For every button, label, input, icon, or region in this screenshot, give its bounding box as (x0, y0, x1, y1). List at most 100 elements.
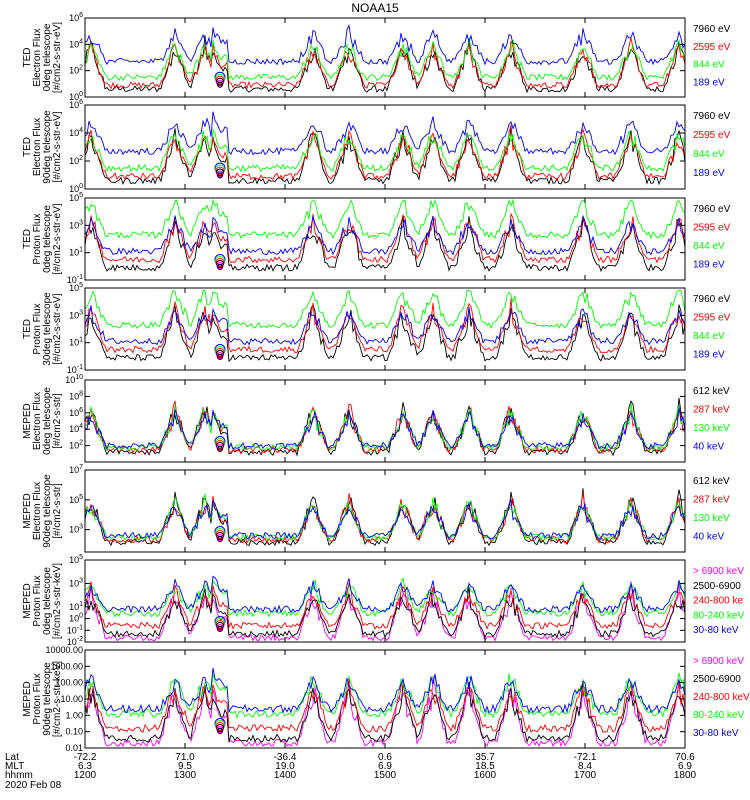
legend-entry: 844 eV (693, 241, 725, 252)
ytick-label: 101 (69, 337, 83, 348)
saa-marker-2 (214, 162, 226, 179)
series-line-189-ev (84, 214, 686, 256)
legend-entry: 7960 eV (693, 24, 731, 35)
footer-hhmm-value: 1300 (174, 770, 197, 781)
legend-entry: 287 keV (693, 495, 730, 506)
ytick-label: 0.10 (65, 727, 83, 737)
series-line-844-ev (84, 37, 686, 82)
panel-3: 10-1 101 103 105 TEDProton Flux0deg telescop… (22, 192, 731, 285)
ytick-label: 106 (69, 407, 83, 418)
saa-ring (215, 166, 225, 176)
footer-mlt-value: 6.9 (678, 761, 692, 772)
ytick-label: 101 (69, 601, 83, 612)
ytick-label: 105 (69, 192, 83, 203)
ytick-label: 1010 (65, 374, 83, 385)
series-line--6900-kev (84, 581, 686, 642)
series-line-80-240-kev (84, 577, 686, 618)
legend-entry: 189 eV (693, 260, 725, 271)
y-axis-label: TEDElectron Flux0deg telescope[#/cm2-s-s… (22, 22, 63, 93)
ytick-label: 100 (69, 183, 83, 194)
saa-marker-6 (214, 526, 226, 542)
saa-ring (215, 256, 225, 266)
series-line-40-kev (84, 498, 686, 540)
footer-lat-value: -72.2 (74, 752, 97, 763)
saa-ring (215, 440, 225, 449)
saa-ring (216, 534, 224, 541)
ytick-label: 10.00 (60, 694, 83, 704)
saa-ring (215, 73, 225, 84)
series-line-2500-6900 (84, 682, 686, 744)
y-axis-label: TEDElectron Flux90deg telescope[#/cm2-s-… (22, 110, 63, 184)
legend-entry: 7960 eV (693, 294, 731, 305)
ytick-label: 10-1 (67, 364, 83, 375)
series-line-844-ev (84, 289, 686, 330)
legend-entry: 80-240 keV (693, 610, 744, 621)
saa-ring (216, 624, 224, 631)
footer-lat-value: -36.4 (274, 752, 297, 763)
saa-ring (216, 350, 224, 358)
saa-ring (217, 172, 223, 179)
ytick-label: 1.00 (65, 710, 83, 720)
series-line-30-80-kev (84, 575, 686, 614)
y-axis-label: MEPEDProton Flux90deg telescope[#/cm2-s-… (22, 661, 63, 737)
footer-hhmm-value: 1400 (274, 770, 297, 781)
saa-marker-7 (214, 616, 226, 632)
ytick-label: 102 (69, 65, 83, 76)
saa-ring (216, 260, 224, 268)
saa-ring (216, 532, 224, 540)
footer-hhmm-value: 1800 (674, 770, 697, 781)
legend-entry: 2500-6900 (693, 674, 741, 685)
y-axis-label: MEPEDElectron Flux90deg telescope[#/cm2-… (22, 474, 63, 548)
panel-frame (84, 469, 686, 553)
legend-entry: 130 keV (693, 423, 730, 434)
saa-ring (215, 75, 225, 85)
footer-mlt-value: 8.4 (578, 761, 592, 772)
y-axis-label: TEDProton Flux0deg telescope[#/cm2-s-str… (22, 203, 63, 274)
saa-ring (217, 354, 223, 360)
saa-ring (215, 620, 225, 629)
series-line-240-800-kev (84, 678, 686, 733)
legend-entry: 2595 eV (693, 223, 731, 234)
legend-entry: 189 eV (693, 168, 725, 179)
ytick-label: 102 (69, 155, 83, 166)
ytick-label: 104 (69, 423, 83, 434)
saa-ring (216, 352, 224, 359)
footer-mlt-value: 6.3 (78, 761, 92, 772)
legend-entry: 30-80 keV (693, 728, 739, 739)
legend-entry: 2500-6900 (693, 581, 741, 592)
legend-entry: 2595 eV (693, 42, 731, 53)
footer-label-hhmm: hhmm (5, 770, 33, 781)
series-line-189-ev (84, 305, 686, 346)
series-line-130-kev (84, 403, 686, 452)
legend-entry: 844 eV (693, 60, 725, 71)
legend-entry: 240-800 keV (693, 692, 750, 703)
footer-mlt-value: 6.9 (378, 761, 392, 772)
ytick-label: 104 (69, 38, 83, 49)
series-line-7960-ev (84, 127, 686, 186)
saa-ring (215, 528, 225, 538)
footer-lat-value: 71.0 (175, 752, 195, 763)
legend-entry: > 6900 keV (693, 656, 744, 667)
legend-entry: 40 keV (693, 442, 724, 453)
legend-entry: 189 eV (693, 77, 725, 88)
ytick-label: 103 (69, 577, 83, 588)
saa-ring (215, 258, 225, 267)
legend-entry: 80-240 keV (693, 710, 744, 721)
ytick-label: 10000.00 (45, 645, 83, 655)
y-axis-label: TEDProton Flux30deg telescope[#/cm2-s-st… (22, 292, 63, 366)
date-label: 2020 Feb 08 (5, 780, 62, 791)
ytick-label: 105 (69, 554, 83, 565)
series-line-287-kev (84, 400, 686, 455)
panels-group: 100 102 104 106 TEDElectron Flux0deg telesco… (22, 12, 750, 753)
legend-entry: 189 eV (693, 350, 725, 361)
panel-4: 10-1 101 103 105 TEDProton Flux30deg telesco… (22, 282, 731, 375)
footer-mlt-value: 18.5 (475, 761, 495, 772)
saa-ring (216, 444, 224, 451)
footer-hhmm-value: 1500 (374, 770, 397, 781)
saa-ring (217, 81, 223, 88)
saa-ring (217, 728, 223, 734)
legend-entry: 287 keV (693, 405, 730, 416)
saa-ring (216, 170, 224, 178)
